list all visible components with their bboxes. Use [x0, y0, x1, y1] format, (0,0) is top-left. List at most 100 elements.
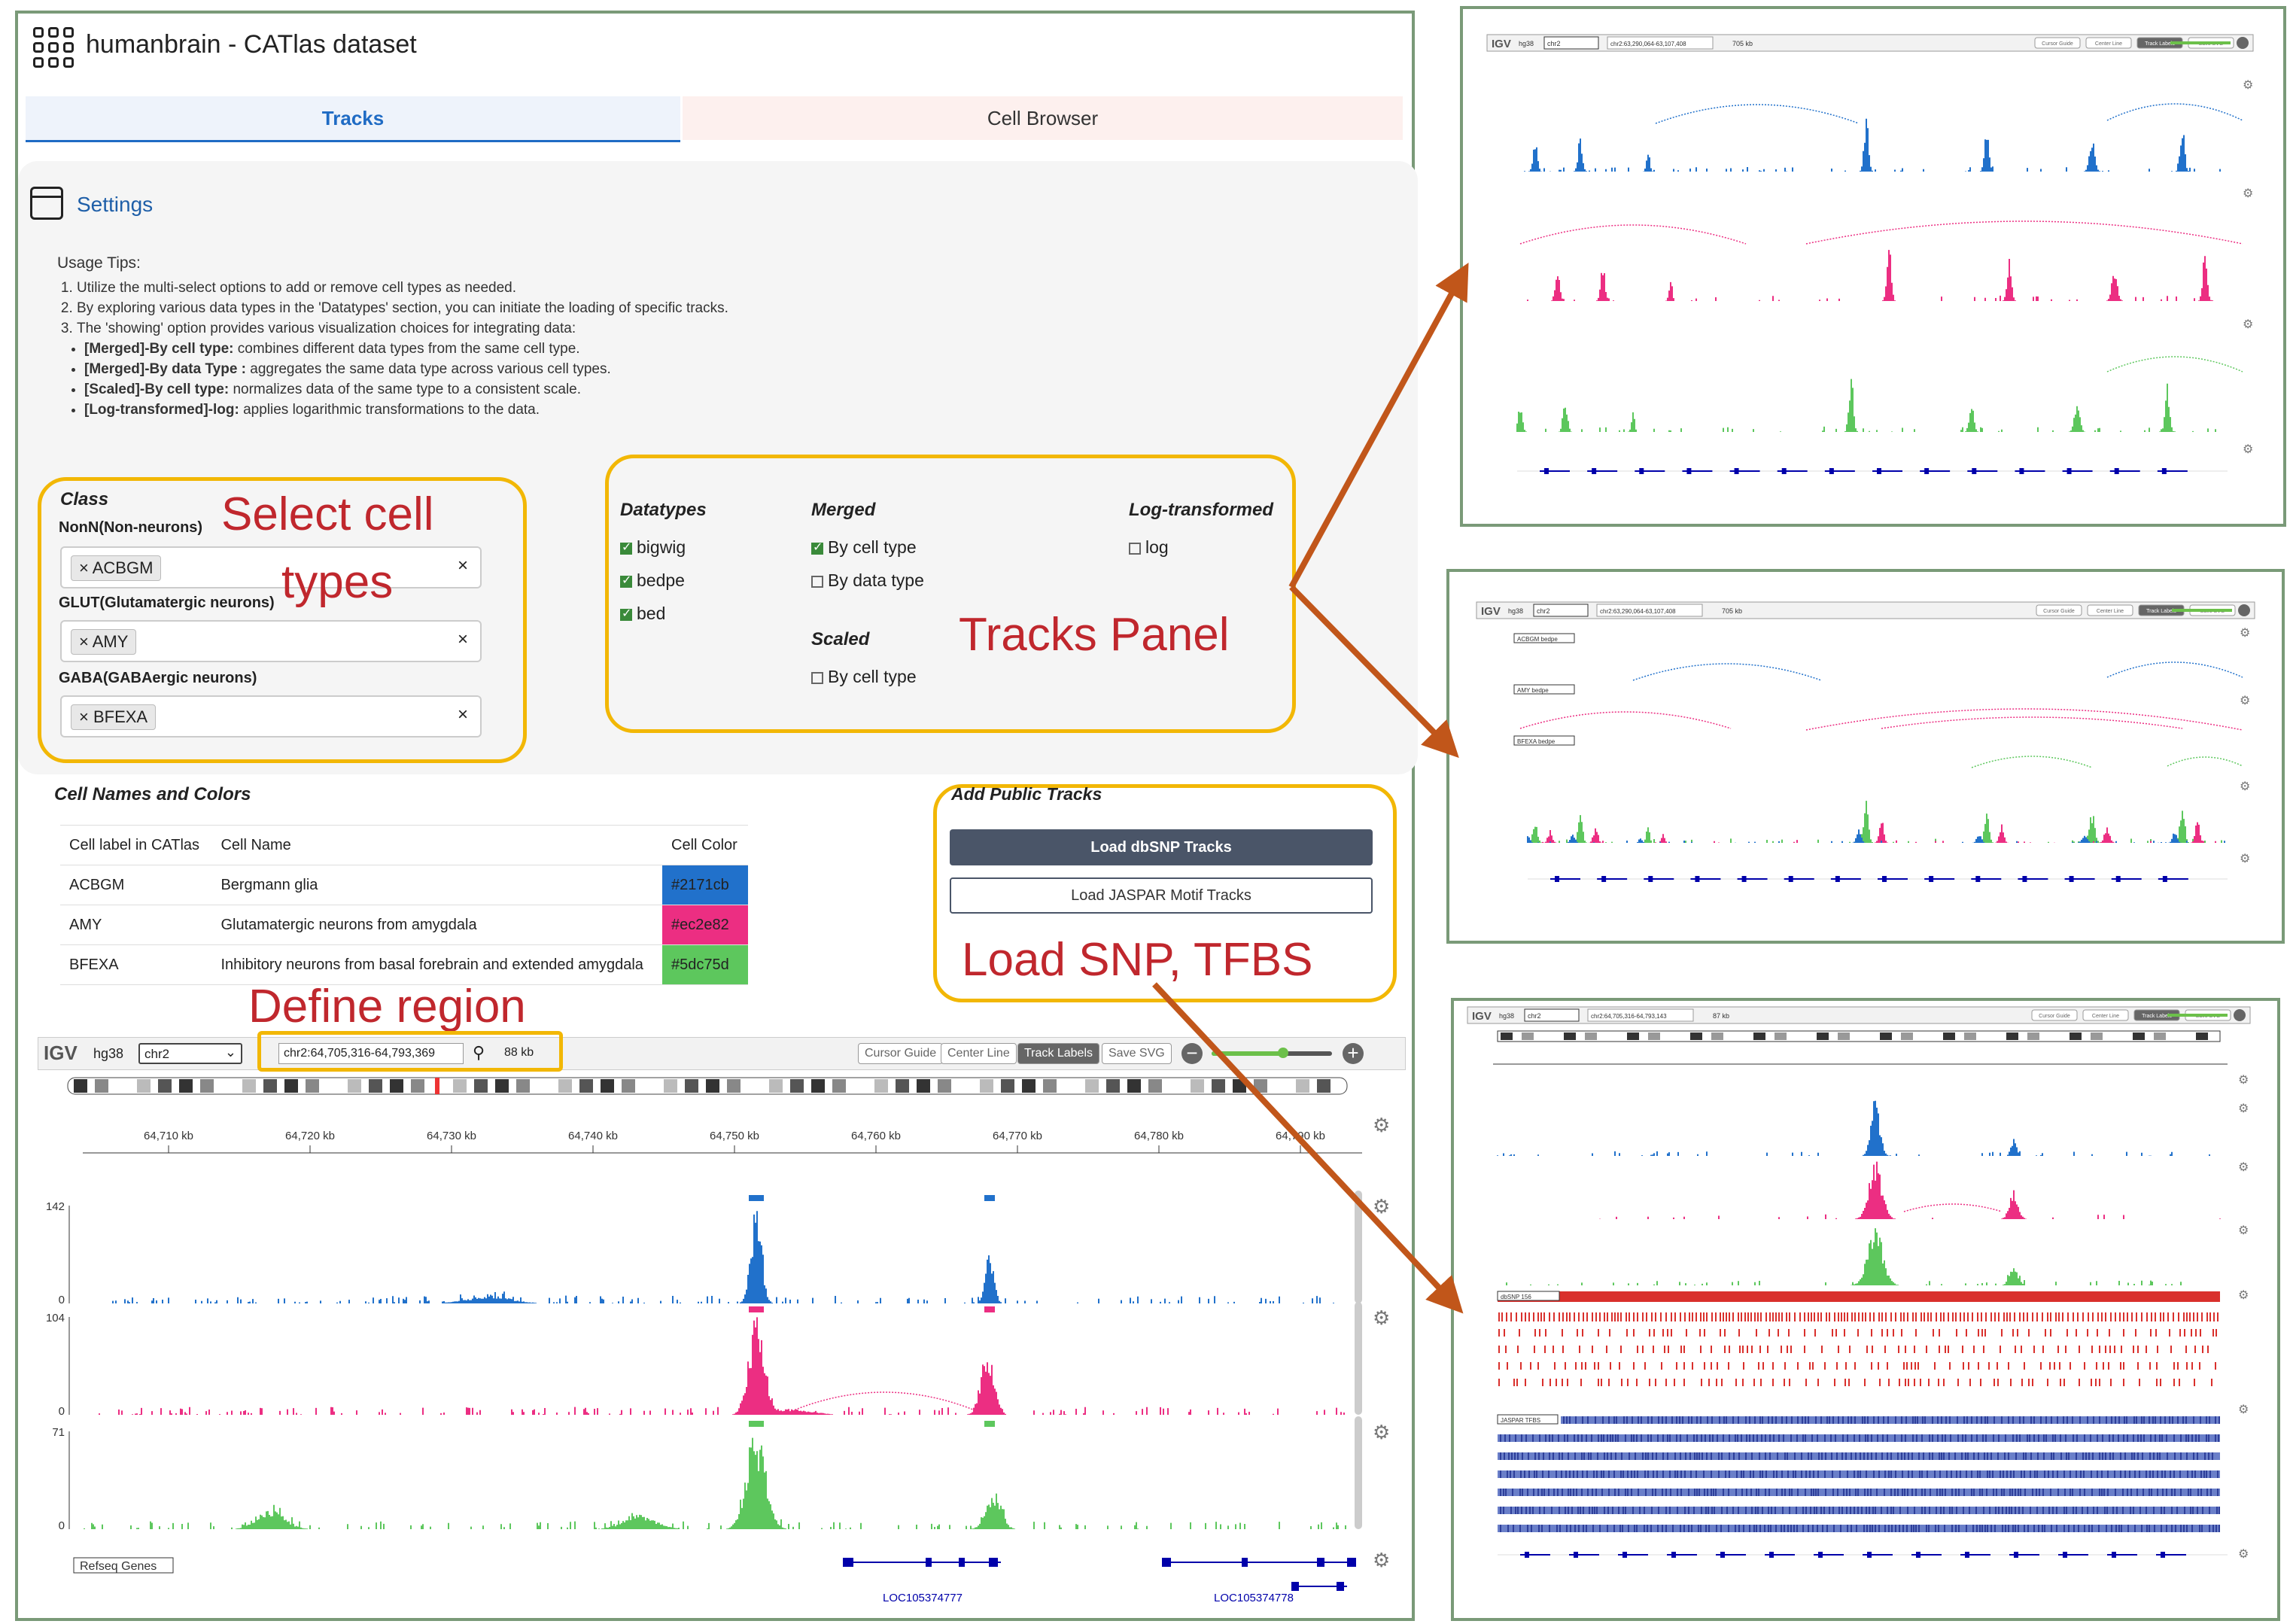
- thumb-exon: [1781, 468, 1787, 474]
- load-snp-annotation-box: [933, 784, 1397, 1002]
- class-heading: Class: [60, 489, 109, 509]
- checkbox-bedpe[interactable]: bedpe: [620, 570, 685, 591]
- thumb-ideogram-band: [2133, 1032, 2145, 1040]
- thumb-track-label: BFEXA bedpe: [1517, 738, 1556, 745]
- ideogram-band: [158, 1079, 172, 1093]
- tab-tracks[interactable]: Tracks: [26, 96, 680, 142]
- ruler-tick-label: 64,720 kb: [285, 1130, 335, 1142]
- ideogram-band: [1169, 1079, 1183, 1093]
- zoom-in-icon[interactable]: +: [1343, 1043, 1364, 1064]
- track-labels-button[interactable]: Track Labels: [1017, 1043, 1099, 1064]
- gear-icon: ⚙: [2243, 79, 2253, 92]
- gaba-select[interactable]: × BFEXA ×: [60, 695, 482, 737]
- track-min-label: 0: [59, 1294, 65, 1306]
- thumb-jaspar-motifs: [1563, 1416, 2220, 1424]
- thumb-chrom-select: [1524, 1008, 1580, 1022]
- merged-heading: Merged: [811, 500, 876, 520]
- glut-select[interactable]: × AMY ×: [60, 620, 482, 662]
- track-min-label: 0: [59, 1405, 65, 1418]
- ideogram-band: [95, 1079, 108, 1093]
- zoom-out-icon[interactable]: −: [1181, 1043, 1203, 1064]
- checkbox-merged-by-cell-type[interactable]: By cell type: [811, 537, 917, 558]
- checkbox-bigwig[interactable]: bigwig: [620, 537, 686, 558]
- ruler-tick-label: 64,750 kb: [710, 1130, 759, 1142]
- signal-bars: [1599, 1161, 2221, 1219]
- ideogram-band: [622, 1079, 635, 1093]
- ideogram-band: [1212, 1079, 1225, 1093]
- clear-icon[interactable]: ×: [457, 629, 468, 649]
- thumb-exon: [1555, 876, 1559, 882]
- cell-label: AMY: [60, 905, 212, 945]
- ideogram-band: [137, 1079, 151, 1093]
- cursor-guide-button[interactable]: Cursor Guide: [858, 1043, 944, 1064]
- thumb-jaspar-motifs: [1500, 1489, 2219, 1496]
- checkbox-bed[interactable]: bed: [620, 604, 665, 624]
- ideogram-band: [516, 1079, 530, 1093]
- igv-tracks-canvas[interactable]: 64,710 kb 64,720 kb 64,730 kb 64,740 kb 64,7…: [38, 1075, 1406, 1610]
- thumb-exon: [1975, 876, 1981, 882]
- settings-icon[interactable]: [30, 187, 63, 220]
- thumb-ideogram-band: [1522, 1032, 1534, 1040]
- settings-title[interactable]: Settings: [77, 193, 154, 216]
- gene-exon: [926, 1558, 932, 1567]
- thumb-snp-row: [1498, 1346, 2209, 1353]
- bed-feature: [749, 1421, 764, 1427]
- interaction-arc: [2106, 356, 2243, 373]
- checkbox-log[interactable]: log: [1129, 537, 1169, 558]
- thumb-exon: [2019, 468, 2024, 474]
- thumb-ideogram-band: [2048, 1032, 2060, 1040]
- ideogram-band: [495, 1079, 509, 1093]
- ideogram-band: [1127, 1079, 1141, 1093]
- selected-pill[interactable]: × BFEXA: [71, 704, 157, 730]
- define-region-annotation-box: [257, 1031, 563, 1072]
- thumb-jaspar-motifs: [1500, 1470, 2219, 1478]
- locus-input[interactable]: chr2:64,705,316-64,793,369: [278, 1043, 464, 1064]
- thumb-locus: chr2:63,290,064-63,107,408: [1610, 41, 1686, 47]
- bed-feature: [984, 1306, 995, 1312]
- interaction-arc: [1971, 756, 2093, 768]
- load-jaspar-button[interactable]: Load JASPAR Motif Tracks: [950, 877, 1373, 914]
- thumb-genome: hg38: [1519, 40, 1534, 47]
- search-icon[interactable]: ⚲: [473, 1043, 485, 1062]
- tab-tracks-label: Tracks: [321, 107, 385, 129]
- thumb-exon: [2063, 1552, 2067, 1558]
- table-header: Cell Name: [211, 825, 662, 865]
- thumb-track-label: AMY bedpe: [1517, 687, 1549, 694]
- chromosome-select[interactable]: chr2 ⌄: [138, 1043, 242, 1064]
- cell-name: Bergmann glia: [211, 865, 662, 905]
- thumb-exon: [1686, 468, 1692, 474]
- load-dbsnp-button[interactable]: Load dbSNP Tracks: [950, 829, 1373, 865]
- thumb-jaspar-row: [1498, 1525, 2220, 1532]
- track-scrollbar: [1355, 1191, 1362, 1303]
- ideogram-band: [832, 1079, 846, 1093]
- thumb-genome: hg38: [1508, 607, 1523, 615]
- thumb-exon: [2114, 468, 2119, 474]
- ideogram-band: [748, 1079, 762, 1093]
- tab-cell-browser[interactable]: Cell Browser: [683, 96, 1403, 140]
- thumb-button-label: Center Line: [2095, 41, 2122, 47]
- gear-icon: ⚙: [2238, 1074, 2249, 1087]
- zoom-slider[interactable]: [1212, 1048, 1332, 1058]
- ruler-tick-label: 64,710 kb: [144, 1130, 193, 1142]
- clear-icon[interactable]: ×: [457, 555, 468, 576]
- thumb-jaspar-row: [1561, 1416, 2220, 1424]
- ideogram-band: [1022, 1079, 1036, 1093]
- ideogram-band: [1191, 1079, 1204, 1093]
- cell-table-title: Cell Names and Colors: [54, 784, 251, 804]
- selected-pill[interactable]: × AMY: [71, 629, 137, 655]
- checkbox-scaled-by-cell-type[interactable]: By cell type: [811, 667, 917, 687]
- clear-icon[interactable]: ×: [457, 704, 468, 725]
- ideogram-band: [411, 1079, 424, 1093]
- checkbox-merged-by-data-type[interactable]: By data type: [811, 570, 924, 591]
- ideogram-band: [179, 1079, 193, 1093]
- thumb-exon: [1544, 468, 1549, 474]
- ruler-tick-label: 64,770 kb: [993, 1130, 1042, 1142]
- thumb-ideogram-band: [1711, 1032, 1723, 1040]
- nonn-select[interactable]: × ACBGM ×: [60, 546, 482, 588]
- thumb-ideogram-band: [1627, 1032, 1639, 1040]
- save-svg-button[interactable]: Save SVG: [1102, 1043, 1172, 1064]
- selected-pill[interactable]: × ACBGM: [71, 555, 162, 581]
- thumb-exon: [1769, 1552, 1774, 1558]
- center-line-button[interactable]: Center Line: [941, 1043, 1017, 1064]
- track-scrollbar: [1355, 1416, 1362, 1529]
